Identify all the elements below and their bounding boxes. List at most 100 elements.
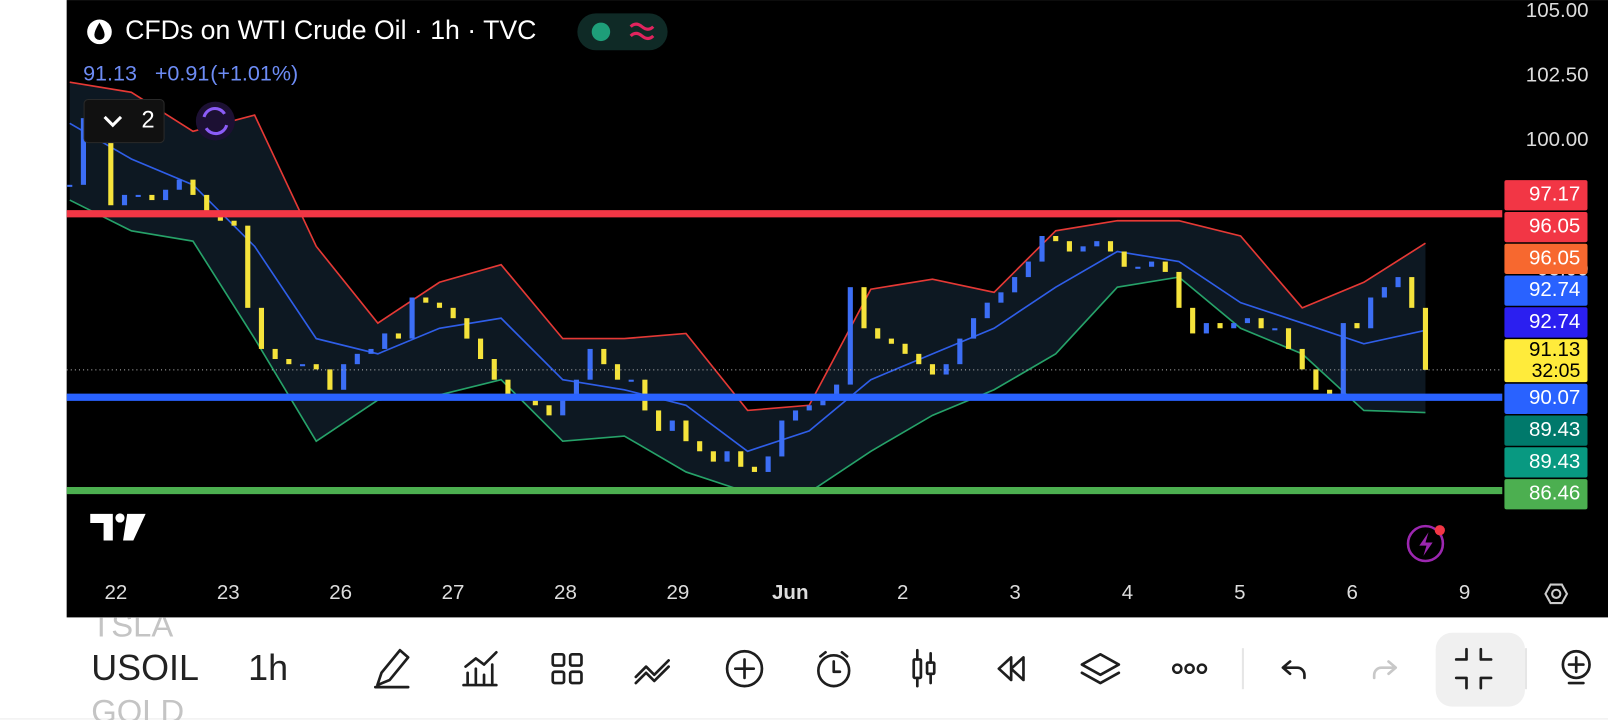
candle: [683, 420, 689, 442]
x-tick-label: 23: [217, 581, 240, 604]
candle: [1272, 328, 1278, 331]
candle: [1354, 323, 1360, 329]
watchlist-button[interactable]: [1561, 649, 1591, 685]
candle: [1409, 277, 1415, 308]
candle: [327, 369, 333, 390]
candle: [916, 353, 922, 365]
indicators-tool[interactable]: [462, 650, 498, 687]
price-badge: [1504, 211, 1588, 243]
price-badge: [1504, 307, 1588, 338]
candle: [806, 405, 812, 411]
candle: [190, 179, 196, 195]
undo-button[interactable]: [1281, 660, 1306, 680]
price-badge-value: 89.43: [1529, 450, 1580, 473]
candle: [1053, 235, 1059, 242]
candle: [1395, 277, 1401, 288]
alert-tool[interactable]: [817, 650, 851, 688]
x-tick-label: 4: [1122, 581, 1133, 604]
candle: [573, 379, 579, 401]
candle: [354, 353, 360, 365]
interval-button[interactable]: 1h: [248, 648, 288, 688]
settings-button[interactable]: [1544, 583, 1569, 605]
alerts-button[interactable]: [1406, 524, 1445, 563]
candle: [341, 364, 347, 390]
x-tick-label: 28: [554, 581, 577, 604]
replay-tool[interactable]: [997, 656, 1025, 682]
candle: [299, 364, 306, 367]
legend-header[interactable]: CFDs on WTI Crude Oil · 1h · TVC 91.13 +…: [83, 13, 668, 86]
candle: [1368, 297, 1374, 329]
candle: [505, 379, 511, 395]
last-price: 91.13: [83, 62, 137, 86]
candle: [628, 379, 634, 382]
tv-logo: [90, 513, 146, 541]
indicator-count: 2: [142, 106, 155, 132]
add-tool[interactable]: [725, 649, 764, 688]
candle: [998, 292, 1004, 303]
candle: [286, 359, 292, 365]
candle: [1285, 328, 1292, 349]
candle: [450, 307, 456, 319]
symbol-selected[interactable]: USOIL: [91, 648, 199, 688]
indicators-toggle[interactable]: 2: [83, 99, 165, 144]
band-line: [69, 122, 1426, 453]
candle: [1299, 348, 1305, 370]
price-badge-value: 90.07: [1529, 386, 1580, 409]
candle: [176, 179, 182, 190]
price-badge: [1504, 479, 1588, 510]
price-badge: [1504, 180, 1588, 211]
x-tick-label: Jun: [772, 581, 808, 604]
candle: [1422, 307, 1429, 370]
candle: [587, 348, 593, 380]
candle: [902, 343, 908, 354]
chart-type-tool[interactable]: [912, 648, 936, 688]
candle: [1039, 235, 1045, 262]
settings-hex: [1544, 583, 1569, 605]
chevron: [103, 115, 123, 128]
price-badge: [1504, 243, 1588, 274]
indicators-box: [83, 99, 165, 144]
market-open-dot: [591, 22, 611, 42]
symbol-title: CFDs on WTI Crude Oil · 1h · TVC: [125, 15, 536, 45]
candle: [1313, 369, 1319, 390]
replay-icon: [202, 107, 229, 136]
price-badge: [1504, 447, 1588, 478]
candle: [779, 420, 785, 457]
candle: [970, 318, 977, 339]
candle: [217, 215, 223, 221]
logo-dot: [115, 513, 125, 523]
more-tool[interactable]: [1171, 663, 1208, 675]
band-fill: [69, 82, 1426, 493]
candle: [656, 410, 662, 431]
layout-tool[interactable]: [551, 652, 583, 685]
y-tick-label: 105.00: [1526, 0, 1589, 22]
candle: [861, 287, 867, 329]
symbol-picker[interactable]: TSLA USOIL GOLD: [91, 606, 199, 720]
price-badge-value: 91.13: [1529, 338, 1580, 361]
candle: [1203, 323, 1209, 334]
candle: [1135, 266, 1141, 269]
candle: [697, 441, 703, 452]
replay-button[interactable]: [195, 101, 235, 141]
symbol-option[interactable]: TSLA: [91, 606, 173, 643]
compare-icon: [634, 659, 670, 685]
candle: [601, 348, 607, 365]
layers-tool[interactable]: [1080, 652, 1121, 685]
candle: [121, 194, 128, 206]
fullscreen-button[interactable]: [1435, 632, 1525, 707]
price-badge-value: 96.05: [1529, 246, 1580, 269]
compare-tool[interactable]: [634, 659, 670, 685]
candle: [943, 364, 949, 375]
candle: [669, 420, 675, 431]
candle: [1080, 246, 1086, 252]
fullscreen-bg: [1435, 632, 1525, 707]
y-tick-label: 102.50: [1526, 63, 1589, 86]
symbol-option[interactable]: GOLD: [91, 692, 184, 720]
candle: [751, 466, 758, 472]
redo-button[interactable]: [1372, 660, 1398, 680]
price-badge: [1504, 415, 1588, 446]
candle: [738, 451, 744, 467]
candle: [423, 297, 429, 303]
draw-tool[interactable]: [374, 648, 410, 689]
